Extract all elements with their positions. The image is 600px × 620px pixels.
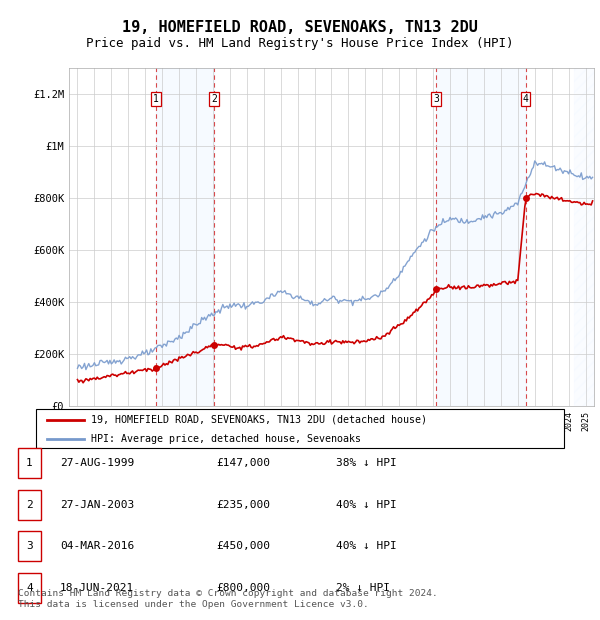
- Text: £800,000: £800,000: [216, 583, 270, 593]
- Text: 3: 3: [26, 541, 33, 551]
- Text: 18-JUN-2021: 18-JUN-2021: [60, 583, 134, 593]
- Text: 3: 3: [433, 94, 439, 104]
- Text: 4: 4: [523, 94, 529, 104]
- Text: 19, HOMEFIELD ROAD, SEVENOAKS, TN13 2DU (detached house): 19, HOMEFIELD ROAD, SEVENOAKS, TN13 2DU …: [91, 415, 427, 425]
- Text: 2: 2: [26, 500, 33, 510]
- Text: 1: 1: [153, 94, 159, 104]
- Text: 38% ↓ HPI: 38% ↓ HPI: [336, 458, 397, 468]
- Text: 2: 2: [211, 94, 217, 104]
- Text: 4: 4: [26, 583, 33, 593]
- Text: 40% ↓ HPI: 40% ↓ HPI: [336, 541, 397, 551]
- Text: Price paid vs. HM Land Registry's House Price Index (HPI): Price paid vs. HM Land Registry's House …: [86, 37, 514, 50]
- Text: 04-MAR-2016: 04-MAR-2016: [60, 541, 134, 551]
- Text: 40% ↓ HPI: 40% ↓ HPI: [336, 500, 397, 510]
- Text: 1: 1: [26, 458, 33, 468]
- Text: 27-JAN-2003: 27-JAN-2003: [60, 500, 134, 510]
- Text: 19, HOMEFIELD ROAD, SEVENOAKS, TN13 2DU: 19, HOMEFIELD ROAD, SEVENOAKS, TN13 2DU: [122, 20, 478, 35]
- Bar: [436, 68, 526, 406]
- Bar: [574, 68, 594, 406]
- Text: Contains HM Land Registry data © Crown copyright and database right 2024.
This d: Contains HM Land Registry data © Crown c…: [18, 590, 438, 609]
- Bar: [156, 68, 214, 406]
- Text: HPI: Average price, detached house, Sevenoaks: HPI: Average price, detached house, Seve…: [91, 434, 361, 444]
- Text: £450,000: £450,000: [216, 541, 270, 551]
- Text: £147,000: £147,000: [216, 458, 270, 468]
- Text: 2% ↓ HPI: 2% ↓ HPI: [336, 583, 390, 593]
- Text: £235,000: £235,000: [216, 500, 270, 510]
- Text: 27-AUG-1999: 27-AUG-1999: [60, 458, 134, 468]
